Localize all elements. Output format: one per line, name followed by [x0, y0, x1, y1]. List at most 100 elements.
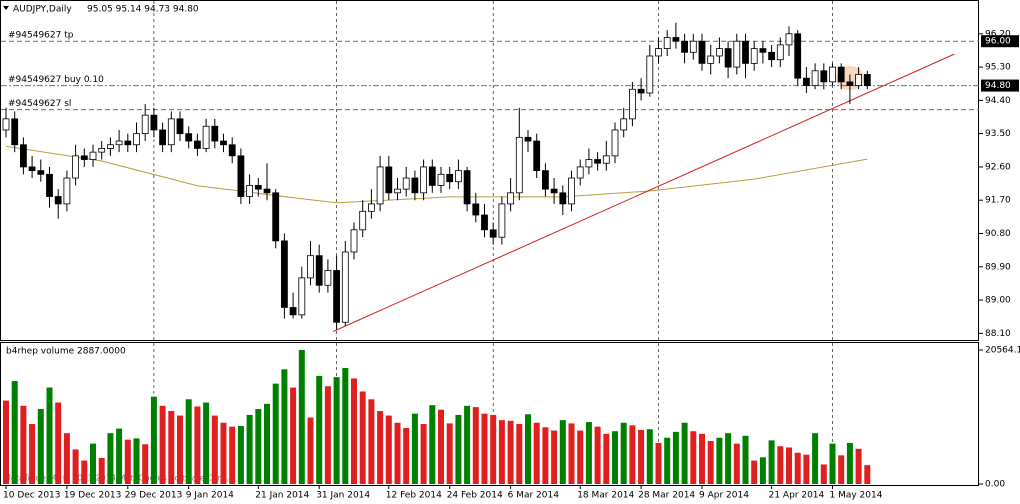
volume-bar	[220, 422, 227, 484]
level-price-box	[981, 35, 1019, 48]
candle-body	[19, 144, 27, 168]
candle-body	[611, 129, 619, 157]
volume-bar	[385, 415, 392, 484]
candle-body	[72, 155, 79, 179]
volume-bar	[812, 433, 819, 484]
volume-tick-label: 0.00	[985, 480, 1005, 490]
volume-bar	[855, 448, 862, 484]
x-tick-label: 9 Jan 2014	[186, 491, 234, 501]
volume-bar	[124, 439, 131, 484]
volume-bar	[333, 377, 340, 484]
candle-body	[472, 203, 480, 216]
volume-bar	[733, 443, 740, 484]
volume-bar	[46, 387, 53, 484]
candle-body	[829, 66, 836, 83]
candle-body	[254, 185, 262, 190]
x-tick-label: 18 Mar 2014	[577, 491, 634, 501]
candle-body	[655, 48, 662, 57]
candle-body	[776, 44, 784, 61]
candle-body	[507, 192, 515, 205]
volume-bar	[638, 429, 645, 484]
candle-body	[559, 192, 567, 205]
volume-bar	[490, 414, 497, 484]
volume-bar	[90, 443, 96, 484]
volume-bar	[377, 411, 384, 484]
candle-body	[394, 188, 401, 194]
volume-bar	[394, 422, 401, 484]
volume-bar	[142, 444, 149, 484]
candle-body	[211, 125, 219, 142]
volume-bar	[646, 429, 653, 484]
candle-body	[698, 40, 706, 64]
candle-body	[803, 77, 810, 86]
candle-body	[716, 48, 723, 57]
candle-body	[307, 255, 314, 279]
candle-body	[402, 177, 410, 190]
candle-body	[228, 144, 236, 157]
volume-bar	[481, 413, 488, 484]
menu-icon	[3, 6, 9, 10]
volume-bar	[194, 406, 201, 484]
candle-body	[481, 214, 488, 231]
candle-body	[124, 140, 132, 146]
candle-body	[141, 114, 149, 135]
volume-bar	[768, 440, 775, 484]
volume-bar	[455, 414, 462, 484]
x-tick-label: 1 May 2014	[830, 491, 883, 501]
candle-body	[463, 170, 471, 205]
candle-body	[689, 40, 697, 53]
candle-body	[550, 188, 558, 194]
volume-bar	[516, 424, 523, 484]
volume-bar	[525, 414, 531, 484]
volume-bar	[359, 391, 366, 484]
candle-body	[811, 70, 819, 86]
volume-bar	[699, 433, 705, 484]
volume-bar	[559, 420, 566, 484]
candle-body	[768, 51, 775, 61]
volume-bar	[3, 400, 9, 484]
level-price: 96.00	[985, 37, 1011, 47]
volume-bar	[681, 422, 688, 484]
volume-tick-label: 20564.1	[985, 346, 1020, 356]
candle-body	[863, 74, 871, 86]
volume-bar	[298, 350, 305, 484]
volume-bar	[829, 443, 836, 484]
x-tick-label: 12 Feb 2014	[386, 491, 442, 501]
candle-body	[820, 70, 828, 83]
volume-bar	[507, 420, 514, 484]
volume-bar	[246, 414, 253, 484]
x-tick-label: 6 Mar 2014	[508, 491, 560, 501]
x-tick-label: 29 Dec 2013	[125, 491, 183, 501]
candle-body	[794, 33, 802, 79]
candle-body	[315, 255, 323, 286]
y-tick-label: 95.30	[985, 63, 1011, 73]
volume-bar	[290, 387, 297, 484]
volume-bar	[411, 413, 418, 484]
candle-body	[133, 133, 140, 146]
volume-bar	[159, 405, 166, 484]
candle-body	[594, 159, 601, 164]
y-tick-label: 96.20	[985, 29, 1011, 39]
candle-body	[385, 166, 393, 194]
volume-bar	[846, 442, 853, 484]
volume-bar	[472, 407, 479, 484]
volume-bar	[37, 409, 44, 484]
ohlc-label: 95.05 95.14 94.73 94.80	[87, 5, 199, 15]
candle-body	[724, 48, 732, 68]
candle-body	[637, 88, 645, 94]
candle-body	[376, 166, 384, 205]
candle-body	[359, 210, 367, 231]
candle-body	[150, 114, 158, 131]
candle-body	[759, 48, 767, 53]
candle-body	[489, 229, 497, 238]
candle-body	[837, 66, 845, 83]
candle-body	[602, 155, 610, 164]
y-tick-label: 89.00	[985, 296, 1011, 306]
volume-bar	[133, 438, 140, 484]
volume-bar	[368, 399, 375, 484]
candle-body	[428, 166, 436, 186]
volume-bar	[116, 428, 123, 484]
volume-bar	[707, 440, 714, 484]
volume-bar	[603, 433, 610, 484]
volume-bar	[177, 415, 183, 484]
